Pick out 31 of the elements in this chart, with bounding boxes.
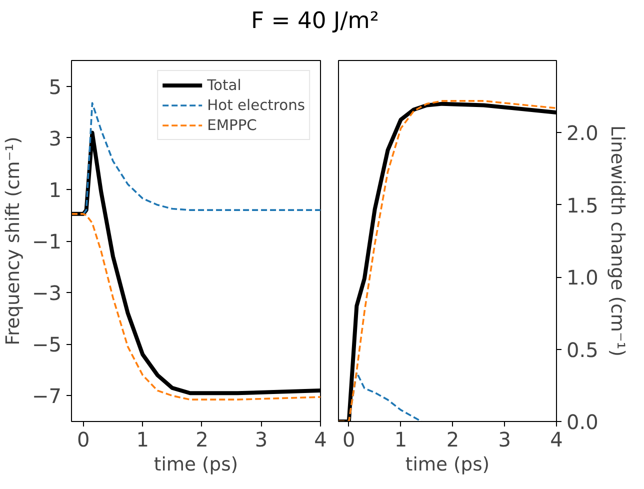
legend-label: EMPPC — [207, 116, 257, 134]
x-axis-title: time (ps) — [405, 454, 490, 476]
y-tick-label: 1 — [48, 178, 62, 202]
y-tick-label: −5 — [32, 332, 62, 357]
y-tick-label: 1.5 — [566, 193, 598, 218]
y-tick-label: −1 — [32, 230, 62, 254]
x-tick-label: 2 — [446, 428, 460, 452]
x-tick-label: 1 — [394, 428, 408, 452]
x-axis-title: time (ps) — [154, 454, 238, 476]
x-tick-label: 4 — [550, 428, 563, 452]
y-tick-label: 5 — [48, 74, 62, 99]
y-tick-label: 3 — [48, 126, 62, 150]
y-tick-label: −3 — [32, 281, 62, 306]
x-tick-label: 3 — [498, 428, 511, 452]
line-series — [72, 213, 320, 400]
x-tick-label: 4 — [314, 428, 327, 452]
y-tick-label: −7 — [32, 384, 62, 408]
y-axis-title: Linewidth change (cm⁻¹) — [606, 125, 628, 357]
y-tick-label: 0.5 — [566, 338, 598, 362]
y-tick-label: 0.0 — [566, 410, 598, 434]
x-tick-label: 3 — [254, 428, 268, 452]
y-axis-title: Frequency shift (cm⁻¹) — [3, 136, 24, 346]
legend-label: Hot electrons — [207, 96, 305, 114]
y-tick-label: 2.0 — [566, 121, 598, 146]
x-tick-label: 0 — [76, 428, 90, 452]
legend-label: Total — [207, 76, 242, 94]
y-tick-label: 1.0 — [566, 266, 598, 290]
x-tick-label: 1 — [136, 428, 150, 452]
x-tick-label: 0 — [342, 428, 356, 452]
chart-title: F = 40 J/m² — [251, 7, 379, 36]
x-tick-label: 2 — [196, 428, 208, 452]
